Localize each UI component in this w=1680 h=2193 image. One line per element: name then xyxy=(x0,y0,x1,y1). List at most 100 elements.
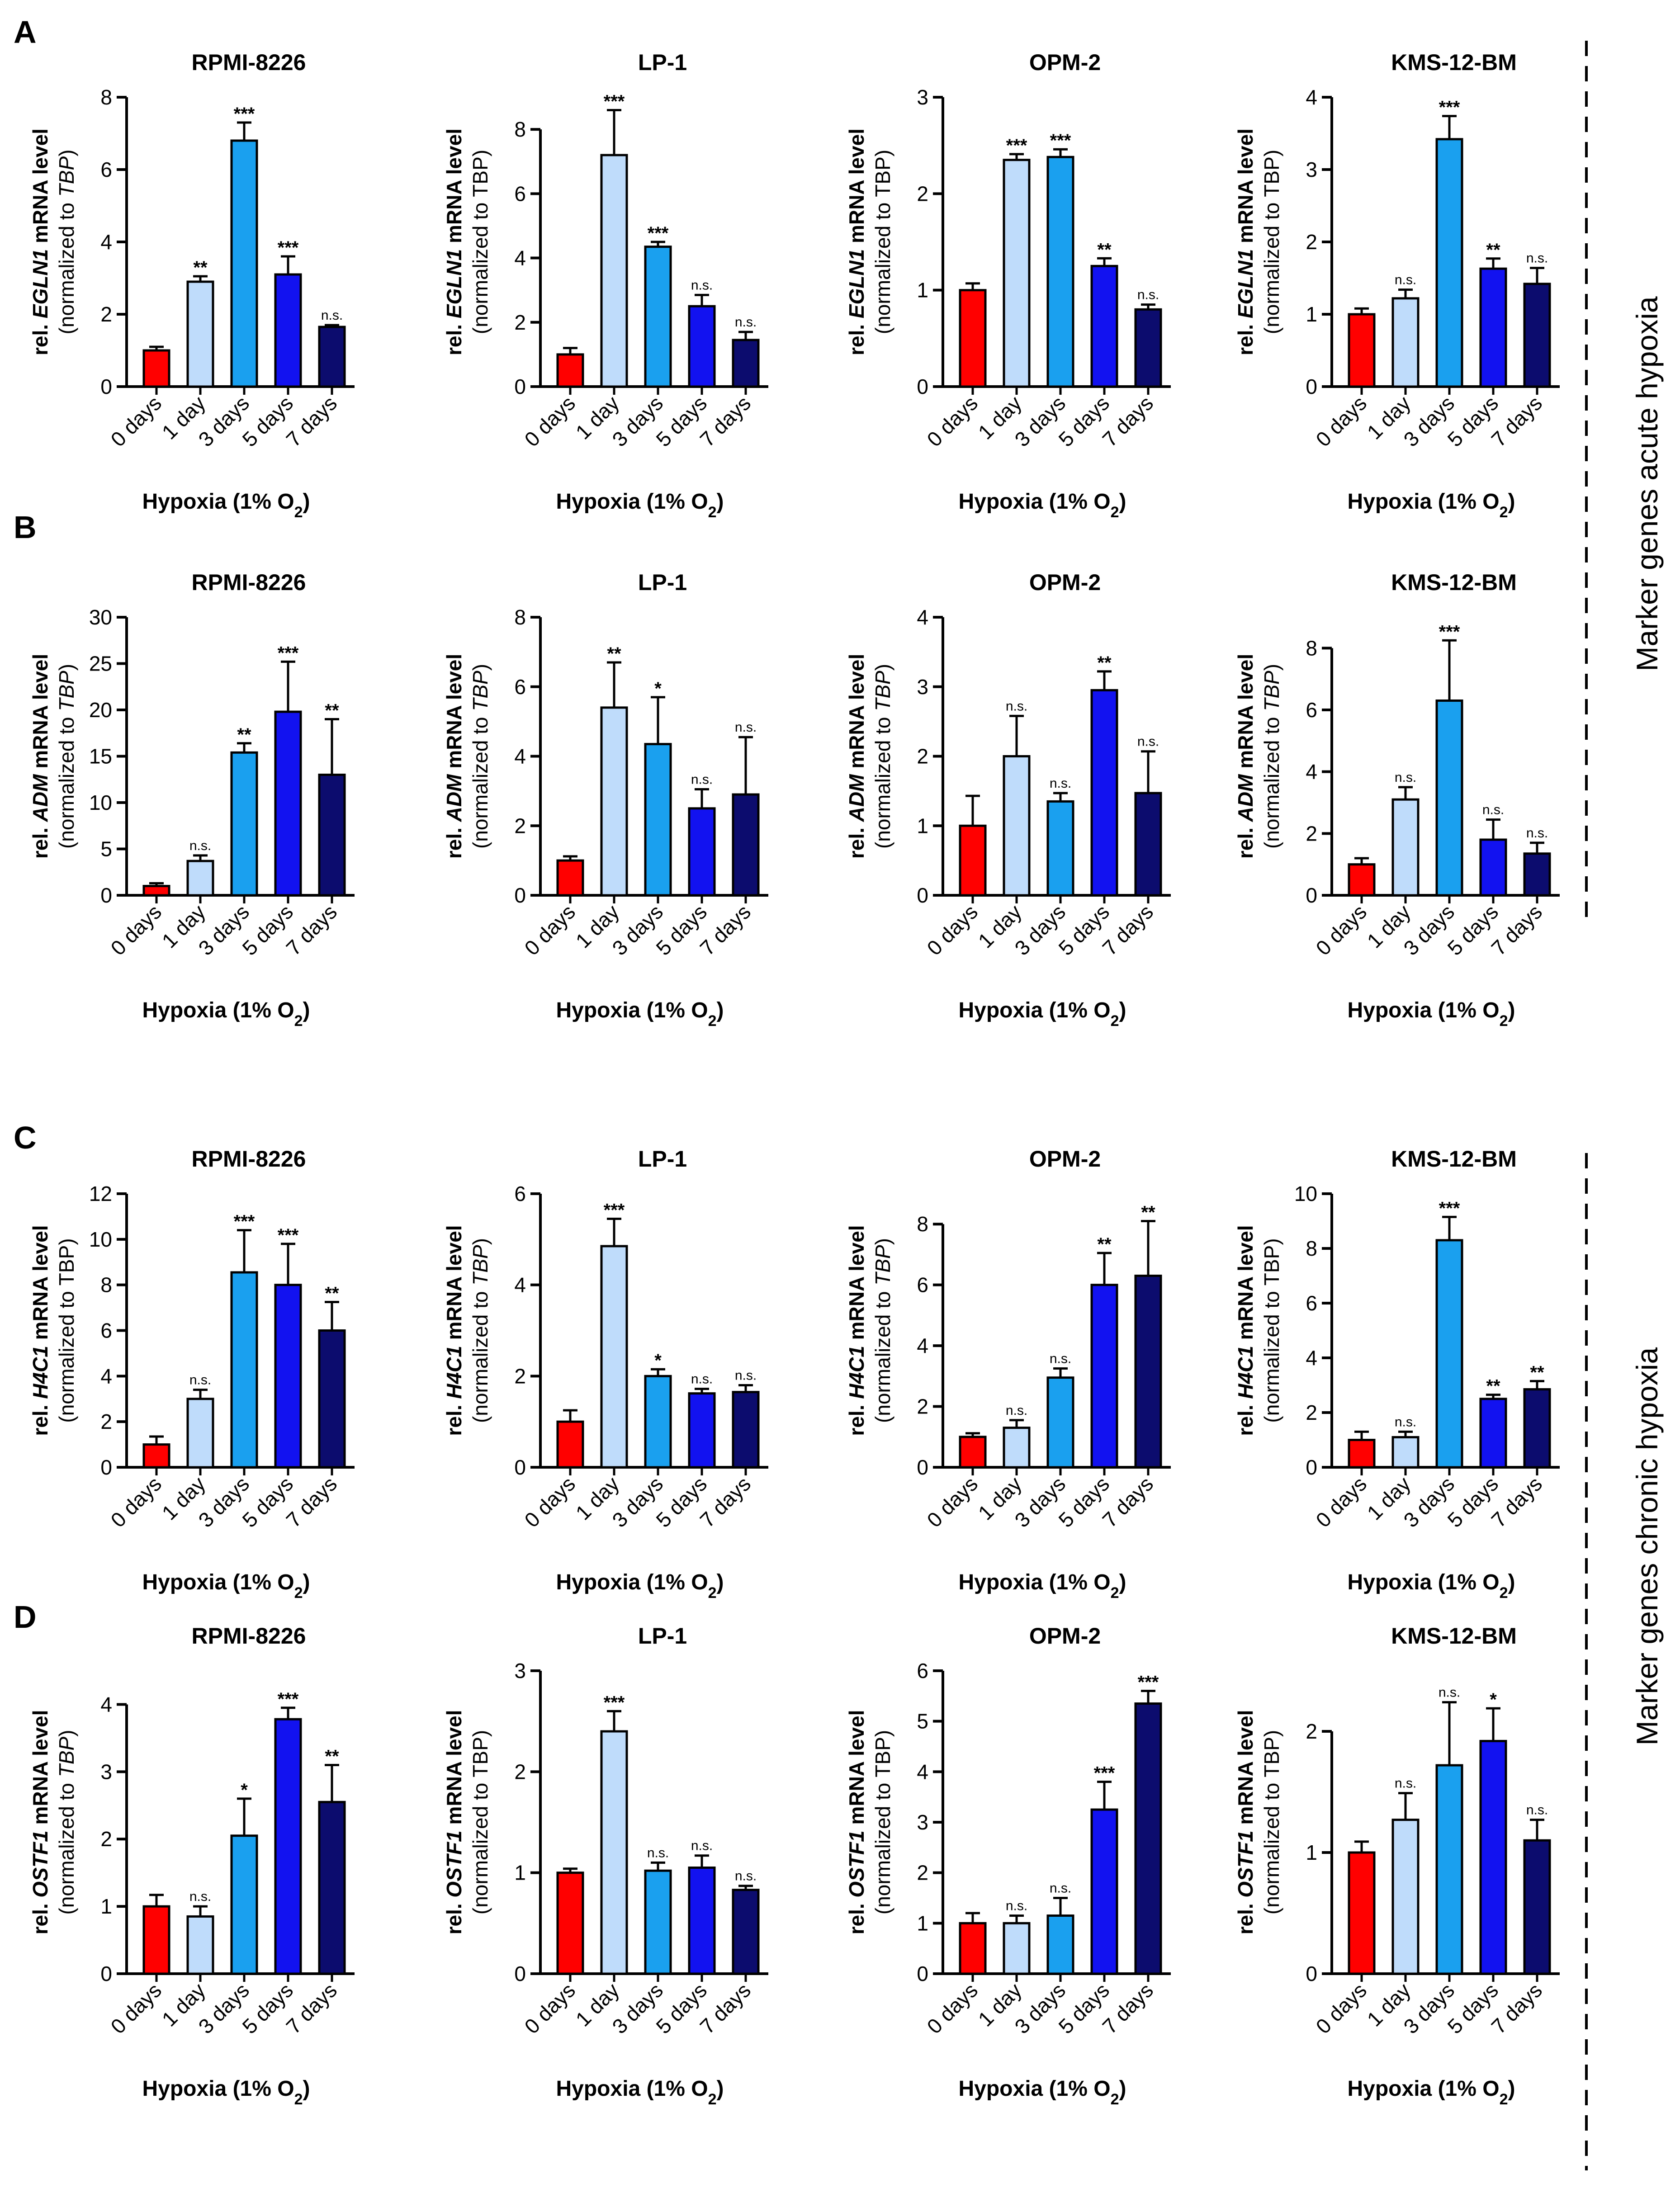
y-axis-label-close: ) xyxy=(55,664,78,671)
significance-label: n.s. xyxy=(1137,288,1159,302)
y-axis-label-gene: H4C1 xyxy=(442,1346,466,1399)
bar-1 xyxy=(556,1872,584,1975)
y-tick-label: 0 xyxy=(514,1962,526,1985)
significance-label: n.s. xyxy=(321,308,343,323)
y-tick-label: 25 xyxy=(89,652,112,676)
y-axis-label: rel. OSTF1 mRNA level(normalized to TBP) xyxy=(1234,1710,1283,1935)
panel-letter-b: B xyxy=(14,510,37,545)
y-axis-label-line2: (normalized to TBP) xyxy=(469,1238,492,1423)
significance-label: *** xyxy=(604,1692,625,1712)
bar-4 xyxy=(688,807,716,897)
chart-title: LP-1 xyxy=(638,50,687,75)
chart-title: LP-1 xyxy=(638,1623,687,1649)
bar-1 xyxy=(1348,313,1376,388)
bar-3 xyxy=(230,1834,258,1975)
y-axis-label-close: ) xyxy=(871,664,894,671)
y-axis-label-prefix: rel. xyxy=(28,1399,52,1436)
y-axis-label-line1: rel. OSTF1 mRNA level xyxy=(845,1710,868,1935)
y-axis-label-suffix: mRNA level xyxy=(845,128,868,249)
y-axis-label-prefix: rel. xyxy=(28,822,52,859)
y-tick-label: 0 xyxy=(100,375,112,398)
bar-1 xyxy=(556,1420,584,1469)
bar-4 xyxy=(274,1718,302,1975)
y-axis-label-suffix: mRNA level xyxy=(442,654,466,775)
y-axis-label-suffix: mRNA level xyxy=(845,1710,868,1831)
y-axis-label-line2: (normalized to TBP) xyxy=(469,664,492,849)
y-tick-label: 8 xyxy=(1306,636,1317,660)
y-tick-label: 2 xyxy=(917,1861,928,1885)
y-tick-label: 4 xyxy=(100,1692,112,1716)
y-axis-label-norm: (normalized to xyxy=(871,1286,894,1423)
y-tick-label: 0 xyxy=(1306,884,1317,907)
significance-label: *** xyxy=(1439,98,1460,118)
y-tick-label: 0 xyxy=(1306,1456,1317,1479)
x-axis-label-end: ) xyxy=(1508,2077,1515,2101)
y-axis-label-prefix: rel. xyxy=(28,318,52,355)
y-tick-label: 8 xyxy=(917,1212,928,1236)
bar-3 xyxy=(644,246,672,388)
y-tick-label: 6 xyxy=(1306,1291,1317,1315)
significance-label: *** xyxy=(604,1200,625,1220)
x-axis-label-end: ) xyxy=(1119,998,1126,1022)
y-axis-label-line1: rel. EGLN1 mRNA level xyxy=(442,128,466,355)
y-axis-label-norm: (normalized to xyxy=(469,1286,492,1423)
y-tick-label: 1 xyxy=(917,279,928,302)
y-tick-label: 10 xyxy=(89,1228,112,1251)
y-axis-label: rel. H4C1 mRNA level (normalized to TBP) xyxy=(442,1225,492,1436)
x-axis-label-main: Hypoxia (1% O xyxy=(556,1570,708,1594)
y-tick-label: 10 xyxy=(89,791,112,814)
y-axis-label-gene: ADM xyxy=(1234,774,1257,822)
x-axis-label-main: Hypoxia (1% O xyxy=(959,1570,1111,1594)
x-axis-label: Hypoxia (1% O2) xyxy=(959,2077,1126,2108)
y-axis-label: rel. EGLN1 mRNA level(normalized to TBP) xyxy=(1234,128,1283,355)
significance-label: *** xyxy=(1138,1673,1159,1692)
y-tick-label: 0 xyxy=(917,375,928,398)
chart-title: RPMI-8226 xyxy=(192,1146,306,1172)
y-tick-label: 6 xyxy=(514,182,526,205)
y-tick-label: 3 xyxy=(917,85,928,109)
y-axis-label-prefix: rel. xyxy=(442,1399,466,1436)
bar-1 xyxy=(959,1922,987,1975)
y-axis-label-norm: (normalized to xyxy=(1260,197,1283,334)
chart-title: OPM-2 xyxy=(1029,1623,1101,1649)
x-axis-label-main: Hypoxia (1% O xyxy=(142,490,294,514)
y-tick-label: 0 xyxy=(917,884,928,907)
y-axis-label-line2: (normalized to TBP) xyxy=(871,1730,894,1914)
bar-5 xyxy=(1523,1839,1551,1975)
bar-2 xyxy=(1391,1819,1420,1975)
y-axis-label-suffix: mRNA level xyxy=(28,1710,52,1831)
y-tick-label: 0 xyxy=(100,1456,112,1479)
bar-3 xyxy=(644,1869,672,1975)
bar-2 xyxy=(1391,798,1420,897)
y-tick-label: 20 xyxy=(89,698,112,722)
bar-2 xyxy=(186,280,214,388)
y-axis-label-gene: ADM xyxy=(845,774,868,822)
y-axis-label-prefix: rel. xyxy=(845,1399,868,1436)
y-tick-label: 3 xyxy=(917,675,928,699)
y-tick-label: 4 xyxy=(514,246,526,270)
x-axis-label-subscript: 2 xyxy=(1111,504,1119,521)
y-axis-label-line1: rel. ADM mRNA level xyxy=(1234,654,1257,859)
y-tick-label: 8 xyxy=(1306,1237,1317,1260)
significance-label: n.s. xyxy=(735,720,757,735)
significance-label: ** xyxy=(325,1746,339,1766)
y-axis-label-ref: TBP xyxy=(55,671,78,711)
y-axis-label-gene: EGLN1 xyxy=(845,249,868,318)
y-axis-label-norm: (normalized to xyxy=(55,197,78,334)
y-axis-label-norm: (normalized to TBP) xyxy=(871,1730,894,1914)
y-tick-label: 8 xyxy=(100,85,112,109)
x-axis-label: Hypoxia (1% O2) xyxy=(142,2077,310,2108)
y-axis-label: rel. EGLN1 mRNA level(normalized to TBP) xyxy=(845,128,894,355)
significance-label: *** xyxy=(234,104,255,124)
significance-label: n.s. xyxy=(1050,1352,1071,1366)
bar-5 xyxy=(732,1391,760,1469)
x-axis-label-main: Hypoxia (1% O xyxy=(142,2077,294,2101)
significance-label: ** xyxy=(325,1283,339,1303)
x-axis-label: Hypoxia (1% O2) xyxy=(556,2077,724,2108)
y-axis-label-line2: (normalized to TBP) xyxy=(871,150,894,334)
y-tick-label: 2 xyxy=(514,311,526,334)
y-axis-label-ref: TBP xyxy=(871,1245,894,1286)
y-axis-label-ref: TBP xyxy=(469,1245,492,1286)
x-axis-label: Hypoxia (1% O2) xyxy=(959,1570,1126,1602)
y-axis-label-ref: TBP xyxy=(55,156,78,197)
